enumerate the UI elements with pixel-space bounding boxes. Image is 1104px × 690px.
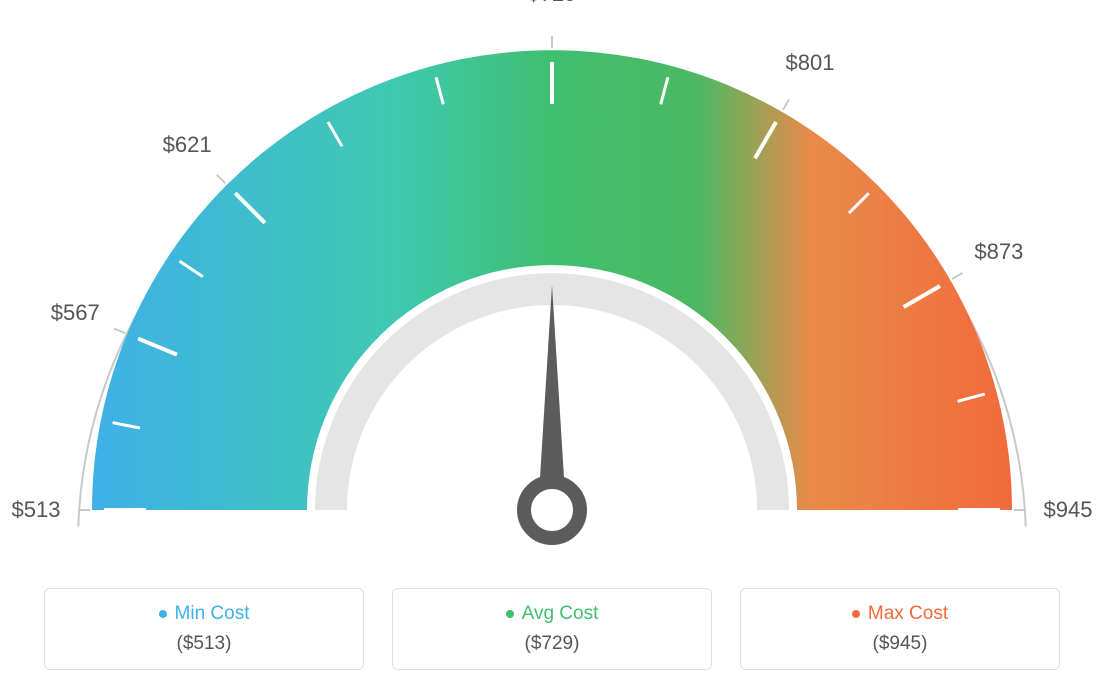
gauge-tick-label: $621 [163, 132, 212, 158]
dot-icon [159, 610, 167, 618]
legend-row: Min Cost ($513) Avg Cost ($729) Max Cost… [0, 588, 1104, 670]
legend-label-max: Max Cost [852, 603, 948, 625]
legend-value-avg: ($729) [403, 633, 701, 655]
legend-label-avg: Avg Cost [506, 603, 599, 625]
gauge-tick-label: $945 [1044, 497, 1093, 523]
gauge-chart: $513 $567 $621 $729 $801 $873 $945 [0, 0, 1104, 570]
gauge-tick-label: $513 [12, 497, 61, 523]
legend-value-min: ($513) [55, 633, 353, 655]
gauge-tick-label: $567 [51, 300, 100, 326]
gauge-tick-label: $729 [528, 0, 577, 7]
gauge-tick-label: $873 [974, 239, 1023, 265]
dot-icon [852, 610, 860, 618]
legend-card-min: Min Cost ($513) [44, 588, 364, 670]
legend-value-max: ($945) [751, 633, 1049, 655]
legend-card-max: Max Cost ($945) [740, 588, 1060, 670]
legend-label-text: Avg Cost [522, 603, 599, 625]
legend-label-min: Min Cost [159, 603, 250, 625]
legend-card-avg: Avg Cost ($729) [392, 588, 712, 670]
legend-label-text: Min Cost [175, 603, 250, 625]
legend-label-text: Max Cost [868, 603, 948, 625]
dot-icon [506, 610, 514, 618]
cost-gauge-container: $513 $567 $621 $729 $801 $873 $945 Min Cost ($… [0, 0, 1104, 690]
gauge-tick-label: $801 [786, 50, 835, 76]
